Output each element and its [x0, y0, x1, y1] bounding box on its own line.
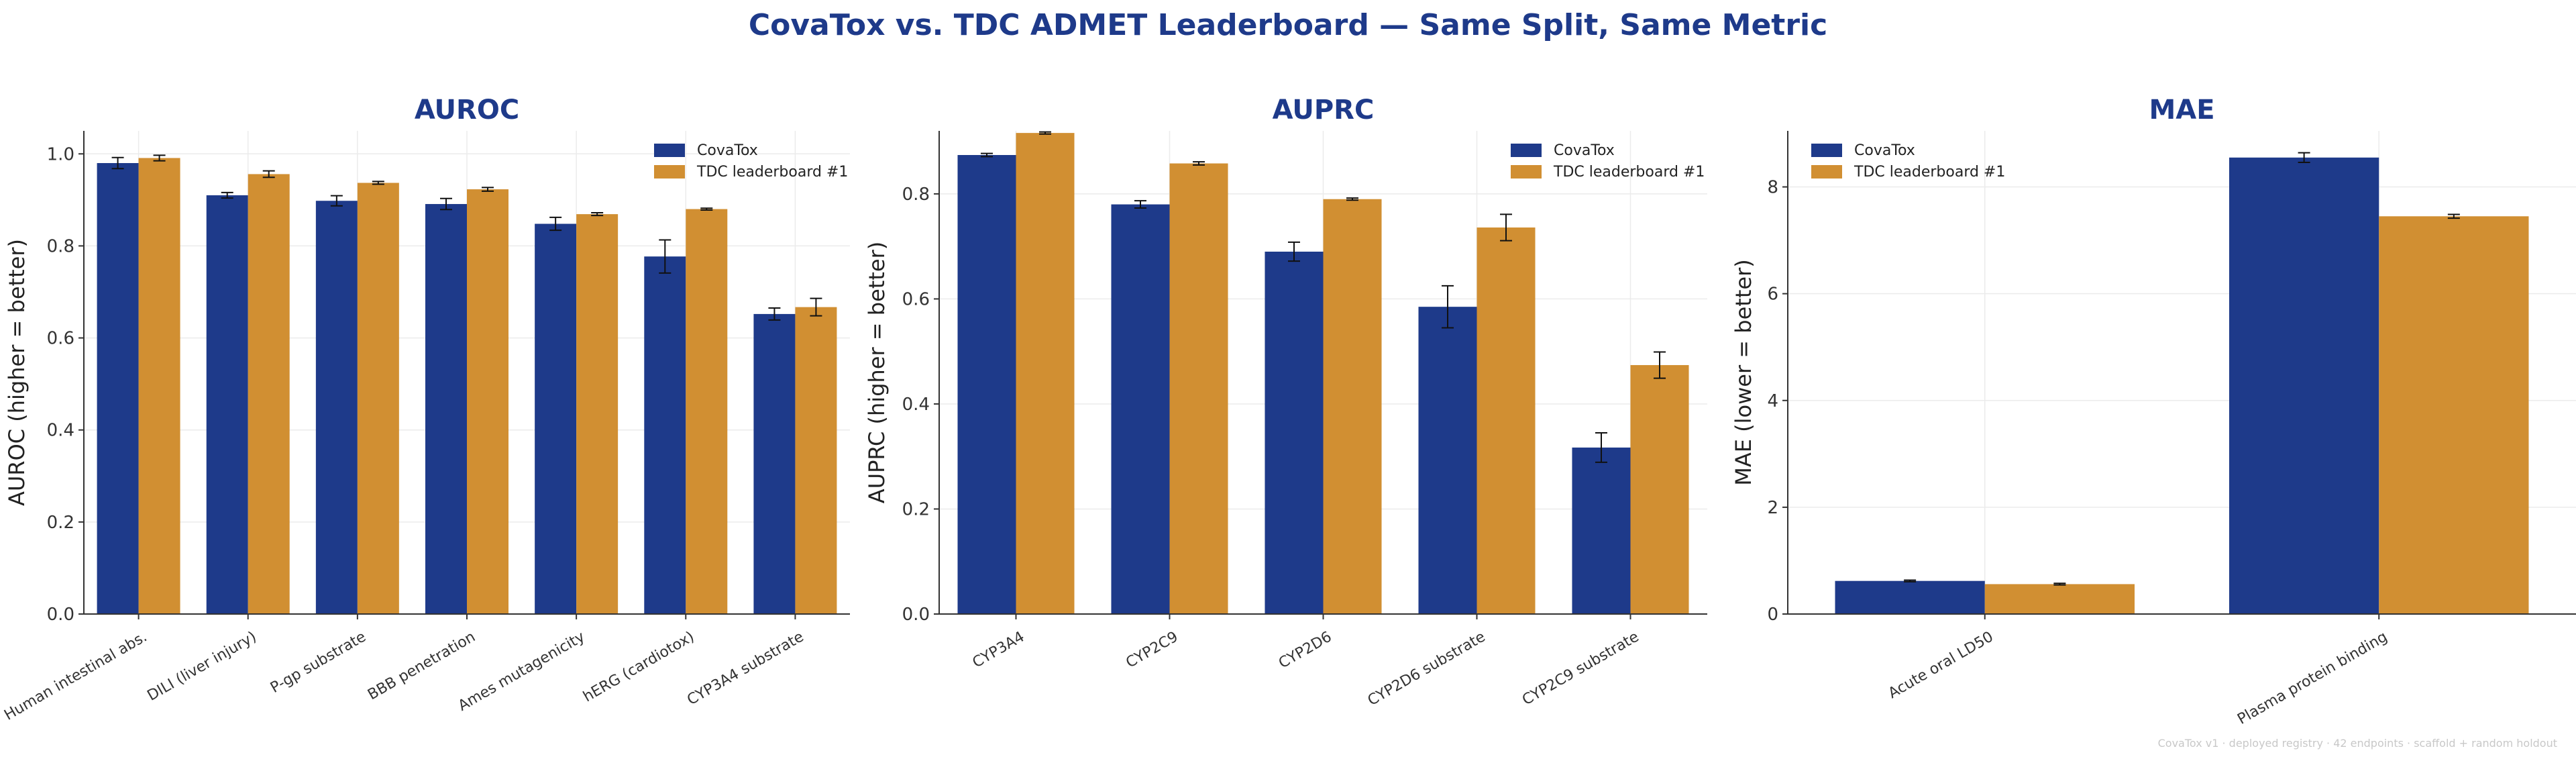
- y-tick-label: 4: [1767, 391, 1778, 411]
- y-tick-label: 8: [1767, 178, 1778, 198]
- covatox-bar: [315, 201, 358, 614]
- legend-swatch: [654, 165, 685, 179]
- panel-title: AUPRC: [1273, 95, 1375, 125]
- tdc-bar: [1984, 584, 2135, 614]
- tdc-bar: [357, 183, 399, 614]
- footer-note: CovaTox v1 · deployed registry · 42 endp…: [2158, 737, 2557, 750]
- covatox-bar: [957, 155, 1016, 614]
- x-tick-label: P-gp substrate: [268, 629, 369, 697]
- x-tick-label: CYP2C9 substrate: [1519, 629, 1642, 709]
- covatox-bar: [425, 204, 467, 614]
- legend-swatch: [1811, 165, 1842, 179]
- covatox-bar: [1418, 307, 1477, 614]
- x-tick-label: CYP2D6: [1276, 629, 1335, 672]
- legend-label: CovaTox: [1854, 142, 1915, 159]
- chart-panels: AUROC 0.0 0.2 0.4 0.6 0.8 1.0 Human intestinal …: [1, 95, 2576, 728]
- panel-mae: MAE 0 2 4 6 8 Acute oral LD50 Plasma protein bi…: [1731, 95, 2576, 728]
- y-tick-label: 0.8: [902, 185, 930, 205]
- x-tick-label: CYP3A4 substrate: [684, 629, 806, 709]
- covatox-bar: [535, 223, 577, 614]
- x-tick-label: Plasma protein binding: [2235, 629, 2390, 728]
- y-tick-label: 6: [1767, 285, 1778, 305]
- tdc-bar: [1016, 133, 1075, 614]
- legend-swatch: [654, 144, 685, 157]
- y-tick-label: 0.8: [47, 236, 74, 256]
- tdc-bar: [795, 307, 837, 614]
- legend-swatch: [1811, 144, 1842, 157]
- tdc-bar: [576, 214, 619, 615]
- y-axis-label: AUPRC (higher = better): [864, 242, 890, 503]
- y-tick-label: 0.4: [902, 395, 930, 415]
- legend-label: TDC leaderboard #1: [1854, 164, 2005, 181]
- x-tick-label: Human intestinal abs.: [1, 629, 150, 724]
- x-tick-label: BBB penetration: [365, 629, 478, 704]
- legend-swatch: [1511, 165, 1542, 179]
- covatox-bar: [753, 313, 796, 614]
- legend-label: TDC leaderboard #1: [1553, 164, 1705, 181]
- covatox-bar: [644, 256, 686, 614]
- covatox-bar: [1111, 204, 1170, 615]
- x-tick-label: CYP2C9: [1123, 629, 1181, 672]
- y-axis-label: MAE (lower = better): [1731, 259, 1756, 485]
- x-tick-label: DILI (liver injury): [144, 629, 259, 705]
- panel-title: MAE: [2149, 95, 2214, 125]
- tdc-bar: [1477, 227, 1536, 614]
- tdc-bar: [248, 174, 290, 614]
- panel-auprc: AUPRC 0.0 0.2 0.4 0.6 0.8 CYP3A4 CYP2C9 CYP2D6 CY…: [864, 95, 1707, 709]
- covatox-bar: [2229, 157, 2379, 615]
- x-tick-label: Acute oral LD50: [1886, 629, 1996, 703]
- tdc-bar: [2379, 216, 2529, 614]
- legend-label: CovaTox: [1554, 142, 1615, 159]
- y-tick-label: 0.2: [902, 499, 930, 519]
- tdc-bar: [467, 189, 508, 615]
- y-tick-label: 0.4: [47, 421, 74, 441]
- y-tick-label: 0.2: [47, 513, 74, 533]
- covatox-bar: [206, 195, 248, 614]
- tdc-bar: [138, 158, 180, 614]
- figure-title: CovaTox vs. TDC ADMET Leaderboard — Same…: [749, 8, 1827, 42]
- tdc-bar: [1169, 163, 1228, 615]
- y-tick-label: 1.0: [47, 144, 74, 164]
- panel-auroc: AUROC 0.0 0.2 0.4 0.6 0.8 1.0 Human intestinal …: [1, 95, 850, 724]
- tdc-bar: [686, 209, 728, 615]
- tdc-bar: [1323, 199, 1382, 614]
- x-tick-label: CYP3A4: [970, 629, 1028, 672]
- covatox-bar: [97, 163, 139, 614]
- y-tick-label: 0.0: [902, 605, 930, 625]
- x-tick-label: CYP2D6 substrate: [1365, 629, 1489, 710]
- covatox-bar: [1572, 447, 1631, 614]
- covatox-bar: [1835, 580, 1985, 614]
- y-tick-label: 0: [1767, 605, 1778, 625]
- x-tick-label: hERG (cardiotox): [580, 629, 697, 706]
- panel-title: AUROC: [415, 95, 519, 125]
- tdc-bar: [1630, 365, 1689, 614]
- y-tick-label: 0.6: [902, 289, 930, 309]
- legend-label: TDC leaderboard #1: [696, 164, 848, 181]
- covatox-bar: [1265, 252, 1324, 614]
- y-axis-label: AUROC (higher = better): [4, 239, 30, 506]
- legend-swatch: [1511, 144, 1542, 157]
- y-tick-label: 0.0: [47, 605, 74, 625]
- legend-label: CovaTox: [697, 142, 758, 159]
- y-tick-label: 0.6: [47, 329, 74, 349]
- y-tick-label: 2: [1767, 498, 1778, 518]
